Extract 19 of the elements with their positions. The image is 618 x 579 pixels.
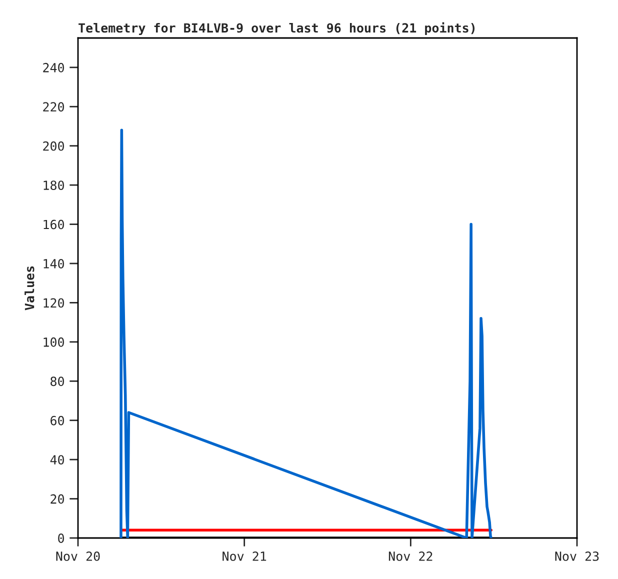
chart-title: Telemetry for BI4LVB-9 over last 96 hours (21 points)	[78, 22, 475, 36]
y-tick-label: 100	[44, 337, 64, 347]
y-tick-label: 200	[43, 141, 64, 151]
x-tick-label: Nov 21	[222, 551, 266, 561]
x-tick-label: Nov 22	[388, 551, 432, 561]
y-tick-label: 180	[44, 180, 64, 190]
y-tick-label: 80	[50, 376, 64, 386]
y-tick-label: 240	[43, 62, 64, 72]
y-tick-label: 0	[58, 534, 64, 543]
y-tick-label: 160	[44, 220, 64, 230]
y-tick-label: 220	[43, 102, 64, 112]
x-tick-label: Nov 23	[555, 551, 599, 561]
y-tick-label: 60	[50, 416, 64, 426]
y-tick-label: 120	[44, 298, 64, 308]
y-tick-label: 20	[50, 494, 64, 504]
y-tick-label: 140	[44, 258, 64, 268]
x-tick-label: Nov 20	[56, 551, 100, 561]
y-tick-label: 40	[50, 455, 64, 465]
y-axis-title: Values	[24, 266, 34, 310]
